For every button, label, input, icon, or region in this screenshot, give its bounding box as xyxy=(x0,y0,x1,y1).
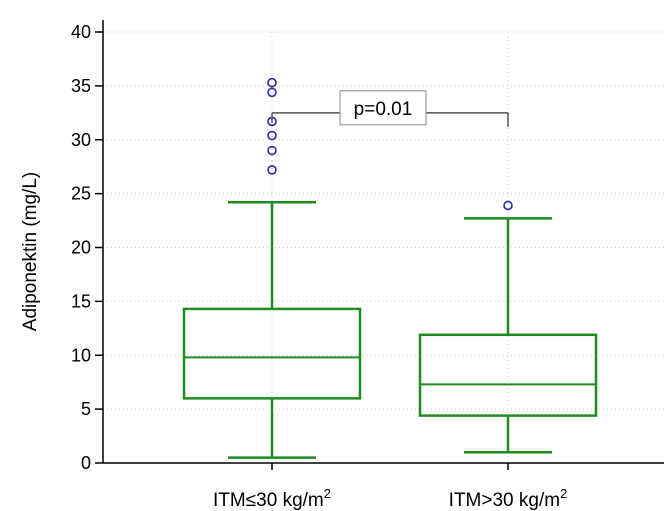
annotation: p=0.01 xyxy=(271,90,509,127)
y-tick-label: 30 xyxy=(71,130,91,150)
iqr-box xyxy=(418,333,598,417)
outlier-point xyxy=(267,77,277,88)
x-category-label: ITM>30 kg/m2 xyxy=(449,486,568,511)
box-group xyxy=(182,77,362,459)
category-label-main: ITM≤30 kg/m xyxy=(213,490,324,511)
outlier-point xyxy=(267,87,277,98)
iqr-box xyxy=(182,307,362,400)
outlier-point xyxy=(267,165,277,175)
labels: 0 5 10 15 20 25 30 35 40 Adiponektin (mg/L) ITM≤30… xyxy=(20,22,567,511)
outlier-point xyxy=(267,145,277,156)
y-tick-label: 20 xyxy=(71,238,91,258)
box-group xyxy=(418,200,598,454)
y-tick-label: 35 xyxy=(71,76,91,96)
y-tick-label: 40 xyxy=(71,22,91,42)
p-value-label: p=0.01 xyxy=(354,99,413,120)
y-tick-label: 10 xyxy=(71,345,91,365)
y-tick-label: 25 xyxy=(71,184,91,204)
axes xyxy=(95,20,664,470)
outlier-point xyxy=(503,200,513,211)
y-tick-label: 15 xyxy=(71,291,91,311)
category-label-main: ITM>30 kg/m xyxy=(449,490,560,511)
category-label-superscript: 2 xyxy=(324,486,331,501)
outlier-point xyxy=(267,130,277,141)
boxes xyxy=(182,77,598,459)
x-category-label: ITM≤30 kg/m2 xyxy=(213,486,331,511)
category-label-superscript: 2 xyxy=(560,486,567,501)
y-axis-title: Adiponektin (mg/L) xyxy=(20,172,41,331)
y-tick-label: 5 xyxy=(81,399,91,419)
p-value-box xyxy=(339,90,427,126)
y-tick-label: 0 xyxy=(81,453,91,473)
